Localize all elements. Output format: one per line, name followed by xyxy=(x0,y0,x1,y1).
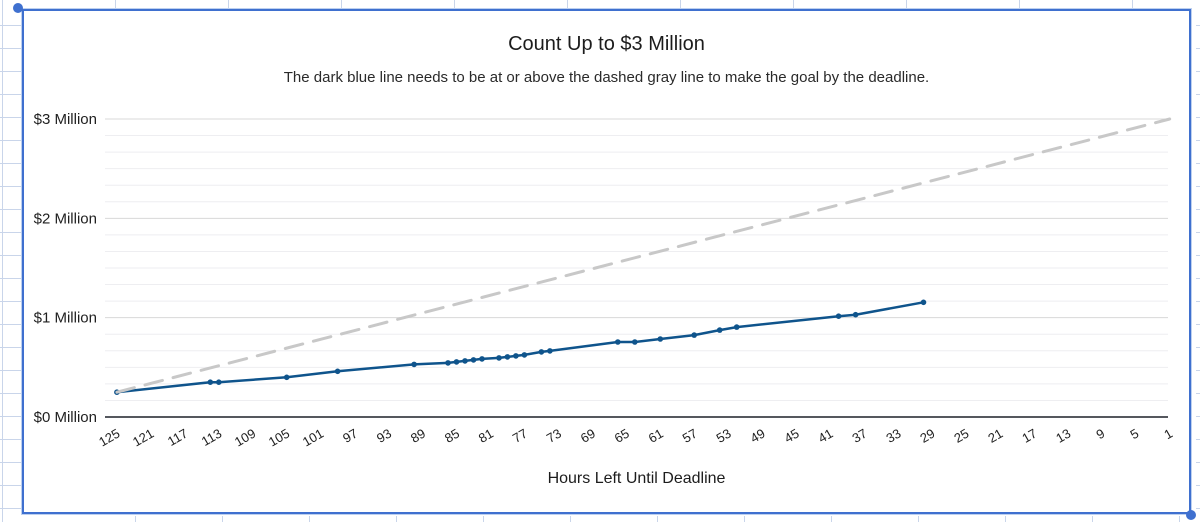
x-axis-title: Hours Left Until Deadline xyxy=(547,470,726,487)
selection-handle-bottom-right[interactable] xyxy=(1186,510,1196,520)
spreadsheet-column-gridline xyxy=(2,0,3,522)
spreadsheet-gridlines-right xyxy=(1196,0,1200,522)
spreadsheet-gridlines-left xyxy=(0,0,22,522)
selection-handle-top-left[interactable] xyxy=(13,3,23,13)
spreadsheet-gridlines-bottom xyxy=(0,516,1200,522)
spreadsheet-gridlines-top xyxy=(0,0,1200,9)
chart-subtitle: The dark blue line needs to be at or abo… xyxy=(283,69,930,86)
chart-title: Count Up to $3 Million xyxy=(508,33,705,55)
